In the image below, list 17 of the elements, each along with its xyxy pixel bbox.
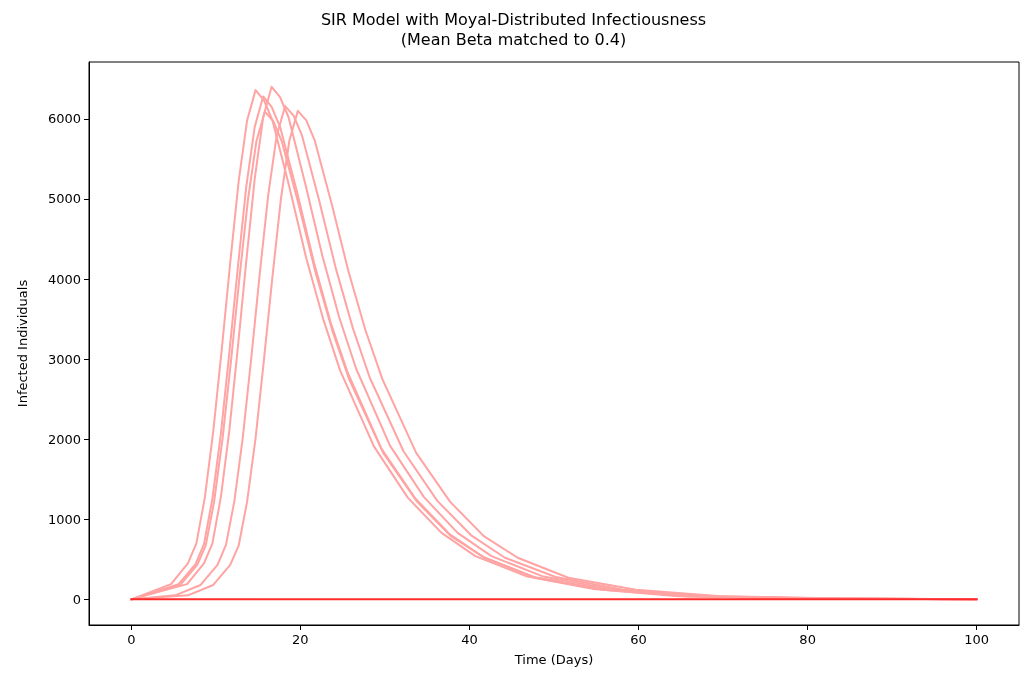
x-tick-label: 20: [292, 632, 309, 647]
y-tick-label: 2000: [47, 431, 81, 447]
chart-title: SIR Model with Moyal-Distributed Infectiousness: [320, 9, 707, 29]
y-tick-label: 0: [72, 591, 81, 607]
y-tick-label: 6000: [47, 111, 81, 127]
y-tick-label: 1000: [47, 511, 81, 527]
x-tick-label: 100: [964, 632, 990, 647]
x-tick-label: 0: [127, 632, 136, 647]
x-axis-title: Time (Days): [513, 652, 594, 667]
y-tick-label: 5000: [47, 191, 81, 207]
y-axis-title: Infected Individuals: [15, 279, 30, 408]
x-tick-label: 40: [461, 632, 478, 647]
x-tick-label: 60: [630, 632, 647, 647]
y-tick-label: 4000: [47, 271, 81, 287]
x-tick-label: 80: [799, 632, 816, 647]
chart-subtitle: (Mean Beta matched to 0.4): [400, 29, 627, 49]
y-tick-label: 3000: [47, 351, 81, 367]
